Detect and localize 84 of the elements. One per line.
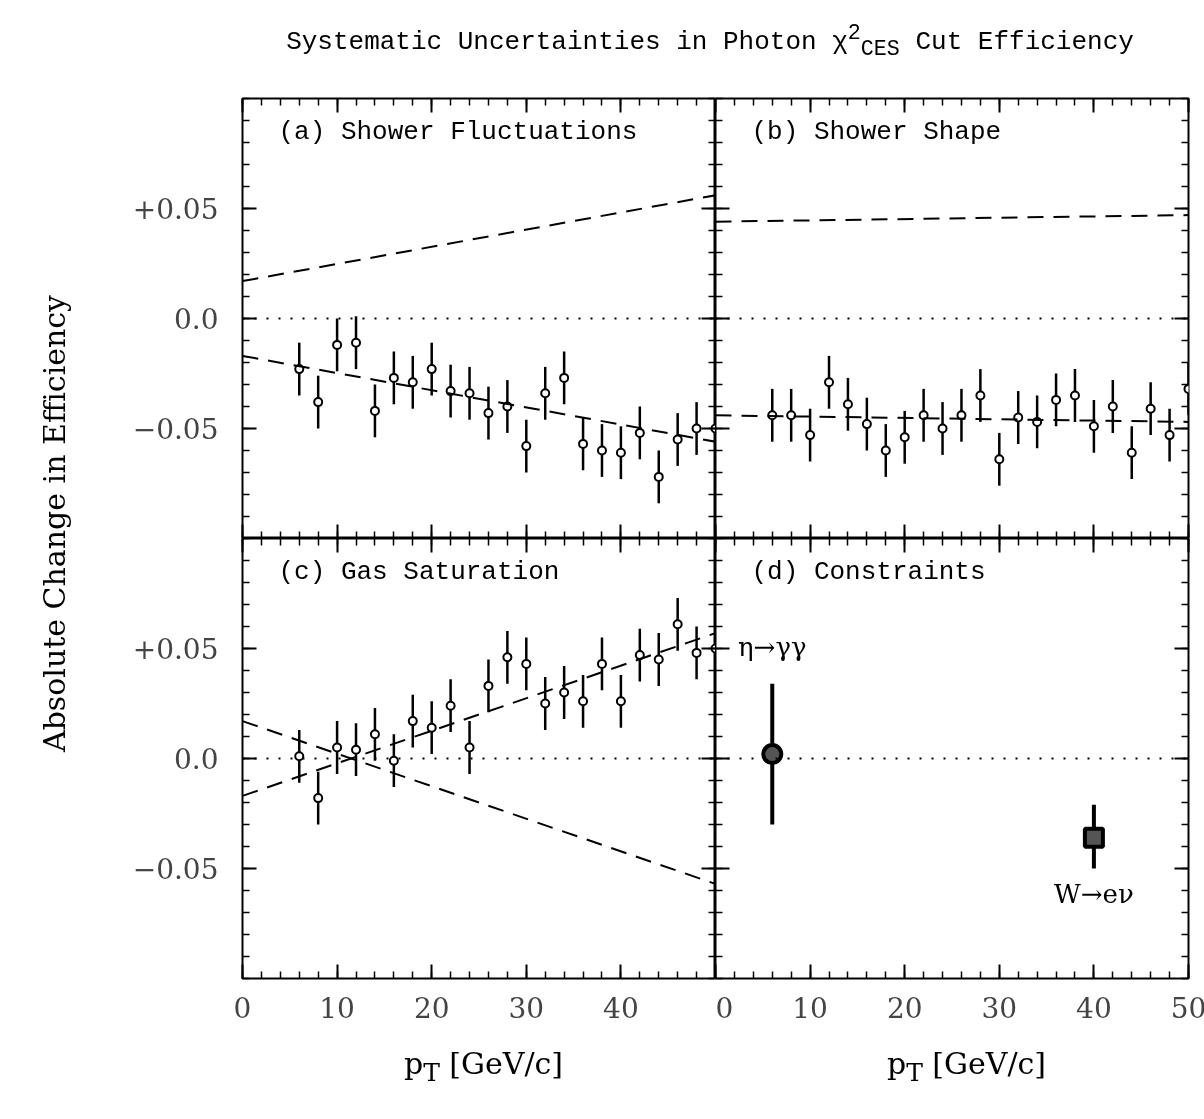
point [294,751,305,762]
point [634,427,645,438]
point [521,441,532,452]
annotation: (b) Shower Shape [751,116,1002,147]
point [559,372,570,383]
point [975,390,986,401]
point [691,423,702,434]
x-tick-label: 20 [413,991,450,1025]
point [388,755,399,766]
point [653,654,664,665]
x-tick-label: 40 [603,991,639,1025]
point [521,658,532,669]
point [880,445,891,456]
point [1164,430,1175,441]
chart-title: Systematic Uncertainties in Photon χ$^{2}$$_{CES}$ Cut Efficiency [286,20,1134,64]
point [672,434,683,445]
point [332,339,343,350]
y-tick-label: 0.0 [173,303,219,336]
point [653,471,664,482]
point [1088,421,1099,432]
point [464,742,475,753]
point [578,696,589,707]
x-tick-label: 0 [715,991,734,1025]
y-tick-label: +0.05 [132,633,219,666]
y-axis-title: Absolute Change in Efficiency [35,294,73,752]
point [691,647,702,658]
annotation: (a) Shower Fluctuations [278,116,638,147]
point [407,377,418,388]
x-axis-title: p$_{T}$ [GeV/c] [886,1045,1047,1089]
point [1051,394,1062,405]
annotation: (c) Gas Saturation [278,556,560,587]
point [483,408,494,419]
point [1107,401,1118,412]
y-tick-label: 0.0 [173,743,219,776]
point [426,364,437,375]
point [1126,447,1137,458]
point [313,793,324,804]
point [596,445,607,456]
point [351,337,362,348]
point [464,388,475,399]
point [502,652,513,663]
x-tick-label: 30 [981,991,1018,1025]
point [351,744,362,755]
point [824,377,835,388]
y-tick-label: −0.05 [132,413,219,446]
point [559,687,570,698]
point [369,405,380,416]
y-tick-label: +0.05 [132,193,219,226]
point [786,410,797,421]
x-tick-label: 20 [886,991,923,1025]
point [1145,403,1156,414]
point [842,399,853,410]
annotation: (d) Constraints [751,556,986,587]
x-tick-label: 50 [1170,991,1204,1025]
point [540,388,551,399]
x-tick-label: 10 [792,991,828,1025]
x-axis-title: p$_{T}$ [GeV/c] [403,1045,564,1089]
point [672,619,683,630]
point [483,680,494,691]
point [596,658,607,669]
x-tick-label: 0 [233,991,252,1025]
point [426,722,437,733]
point [445,700,456,711]
point [805,430,816,441]
point [994,454,1005,465]
point [578,438,589,449]
point [937,423,948,434]
y-tick-label: −0.05 [132,853,219,886]
annotation: W→eν [1054,878,1134,909]
x-tick-label: 40 [1076,991,1112,1025]
point [369,729,380,740]
point [313,397,324,408]
point [407,716,418,727]
x-tick-label: 10 [319,991,355,1025]
point [615,447,626,458]
point [861,419,872,430]
point [615,696,626,707]
x-tick-label: 30 [508,991,545,1025]
point [540,698,551,709]
point [388,372,399,383]
point [1069,390,1080,401]
point [899,432,910,443]
point [332,742,343,753]
annotation: η→γγ [738,631,807,662]
